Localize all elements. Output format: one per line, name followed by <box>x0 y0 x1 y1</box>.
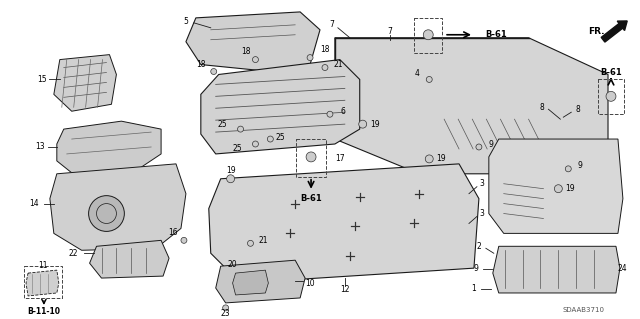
Polygon shape <box>209 164 479 283</box>
Text: FR.: FR. <box>588 27 604 36</box>
Circle shape <box>223 305 228 311</box>
Text: 8: 8 <box>539 103 544 112</box>
Circle shape <box>327 111 333 117</box>
Circle shape <box>306 152 316 162</box>
Text: 7: 7 <box>387 27 392 36</box>
Bar <box>598 79 624 114</box>
Bar <box>414 18 442 53</box>
Text: 18: 18 <box>241 47 250 56</box>
Circle shape <box>252 141 259 147</box>
Polygon shape <box>232 270 268 295</box>
Polygon shape <box>90 240 169 278</box>
Text: 19: 19 <box>566 184 575 193</box>
Text: 24: 24 <box>617 263 627 273</box>
Polygon shape <box>489 139 623 234</box>
Text: 21: 21 <box>259 236 268 245</box>
Circle shape <box>268 136 273 142</box>
Text: 5: 5 <box>184 17 188 26</box>
Text: 25: 25 <box>218 120 227 129</box>
Text: 10: 10 <box>305 278 315 287</box>
Text: 4: 4 <box>415 69 420 78</box>
Text: 3: 3 <box>479 179 484 188</box>
Circle shape <box>359 120 367 128</box>
Circle shape <box>606 91 616 101</box>
Text: 18: 18 <box>320 45 330 54</box>
Text: 2: 2 <box>477 242 481 251</box>
Polygon shape <box>335 38 608 174</box>
Text: B-61: B-61 <box>485 30 507 39</box>
Text: 25: 25 <box>233 145 243 153</box>
Text: B-11-10: B-11-10 <box>28 307 60 316</box>
Text: 3: 3 <box>479 209 484 218</box>
Text: 19: 19 <box>436 154 446 163</box>
Text: 21: 21 <box>333 60 342 69</box>
Polygon shape <box>57 121 161 177</box>
Circle shape <box>211 69 217 74</box>
Text: SDAAB3710: SDAAB3710 <box>562 307 604 313</box>
Bar <box>24 266 62 298</box>
Text: 23: 23 <box>221 309 230 318</box>
Text: B-61: B-61 <box>300 194 322 203</box>
Circle shape <box>307 55 313 61</box>
Circle shape <box>565 166 572 172</box>
FancyArrow shape <box>601 21 627 42</box>
Polygon shape <box>216 260 305 303</box>
Text: 6: 6 <box>340 107 345 116</box>
Polygon shape <box>493 246 620 293</box>
Text: 18: 18 <box>196 60 205 69</box>
Polygon shape <box>201 60 360 154</box>
Circle shape <box>322 64 328 70</box>
Polygon shape <box>186 12 320 71</box>
Circle shape <box>88 196 124 231</box>
Polygon shape <box>26 270 59 296</box>
Polygon shape <box>50 164 186 250</box>
Circle shape <box>181 237 187 243</box>
Text: 25: 25 <box>275 133 285 142</box>
Text: 1: 1 <box>472 284 476 293</box>
Text: 9: 9 <box>474 263 478 273</box>
Text: 15: 15 <box>37 75 47 84</box>
Circle shape <box>423 30 433 40</box>
Text: 9: 9 <box>578 161 582 170</box>
Text: 12: 12 <box>340 285 349 293</box>
Text: 17: 17 <box>335 154 345 163</box>
Circle shape <box>554 185 563 193</box>
Polygon shape <box>54 55 116 111</box>
Text: 7: 7 <box>330 20 334 29</box>
Bar <box>296 139 326 177</box>
Text: 22: 22 <box>69 249 79 258</box>
Text: B-61: B-61 <box>600 68 622 77</box>
Text: 19: 19 <box>226 166 236 175</box>
Text: 8: 8 <box>576 105 580 114</box>
Text: 9: 9 <box>488 139 493 149</box>
Circle shape <box>237 126 244 132</box>
Circle shape <box>425 155 433 163</box>
Circle shape <box>252 56 259 63</box>
Circle shape <box>476 144 482 150</box>
Circle shape <box>248 240 253 246</box>
Text: 14: 14 <box>29 199 39 208</box>
Text: 20: 20 <box>228 260 237 269</box>
Text: 19: 19 <box>370 120 380 129</box>
Circle shape <box>426 77 432 82</box>
Circle shape <box>227 175 235 183</box>
Text: 11: 11 <box>38 261 47 270</box>
Text: 13: 13 <box>35 143 45 152</box>
Text: 16: 16 <box>168 228 178 237</box>
